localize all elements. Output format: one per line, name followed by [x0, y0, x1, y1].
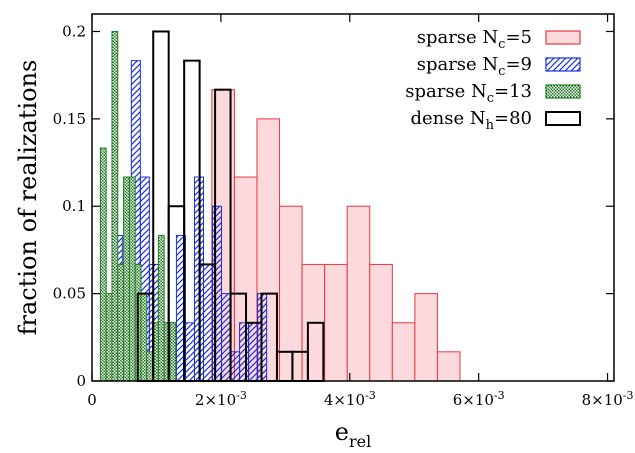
y-tick-label: 0.2	[62, 22, 86, 40]
bar	[230, 351, 241, 382]
bar	[184, 322, 195, 382]
bar	[117, 263, 125, 382]
x-tick-label: 8×10-3	[582, 389, 634, 409]
y-tick-label: 0.05	[53, 285, 86, 303]
bar	[239, 322, 250, 382]
legend-swatch	[545, 84, 581, 99]
legend-label: dense Nh=80	[410, 108, 532, 133]
legend-swatch	[545, 111, 581, 126]
bar	[99, 147, 107, 382]
bar	[140, 293, 148, 382]
bar	[146, 351, 154, 382]
x-axis-label-sub: rel	[349, 432, 371, 451]
legend-label: sparse Nc=9	[417, 54, 532, 79]
legend-label: sparse Nc=13	[405, 81, 532, 106]
plot-frame	[91, 13, 615, 382]
bar	[324, 263, 348, 382]
x-axis-label: erel	[335, 418, 371, 451]
y-tick-label: 0.15	[53, 110, 86, 128]
bar	[369, 263, 393, 382]
bar	[157, 234, 165, 382]
bar	[128, 176, 136, 382]
bar	[123, 176, 130, 382]
axis-ticks: 0 0.05 0.1 0.15 0.2 0 2×10-3 4×10-3 6×10-3 8×10-3	[53, 14, 634, 409]
y-axis-label: fraction of realizations	[14, 60, 42, 336]
x-tick-label: 6×10-3	[453, 389, 505, 409]
x-tick-label: 4×10-3	[324, 389, 376, 409]
bar	[169, 322, 177, 382]
bar	[248, 322, 259, 382]
y-tick-label: 0.1	[62, 197, 86, 215]
x-tick-label: 2×10-3	[195, 389, 247, 409]
legend-label: sparse Nc=5	[417, 27, 532, 52]
bar	[436, 351, 461, 382]
bars-layer	[99, 30, 461, 382]
legend-swatch	[545, 57, 581, 72]
bar	[212, 205, 223, 382]
legend-swatch	[545, 30, 581, 45]
x-tick-label: 0	[87, 391, 97, 409]
bar	[346, 205, 371, 382]
bar	[105, 293, 113, 382]
bar	[391, 322, 416, 382]
bar	[111, 30, 119, 382]
bar	[202, 263, 214, 382]
bar	[414, 293, 438, 382]
bar	[279, 205, 303, 382]
x-axis-label-main: e	[335, 418, 349, 446]
y-tick-label: 0	[76, 372, 86, 390]
bar	[221, 293, 232, 382]
